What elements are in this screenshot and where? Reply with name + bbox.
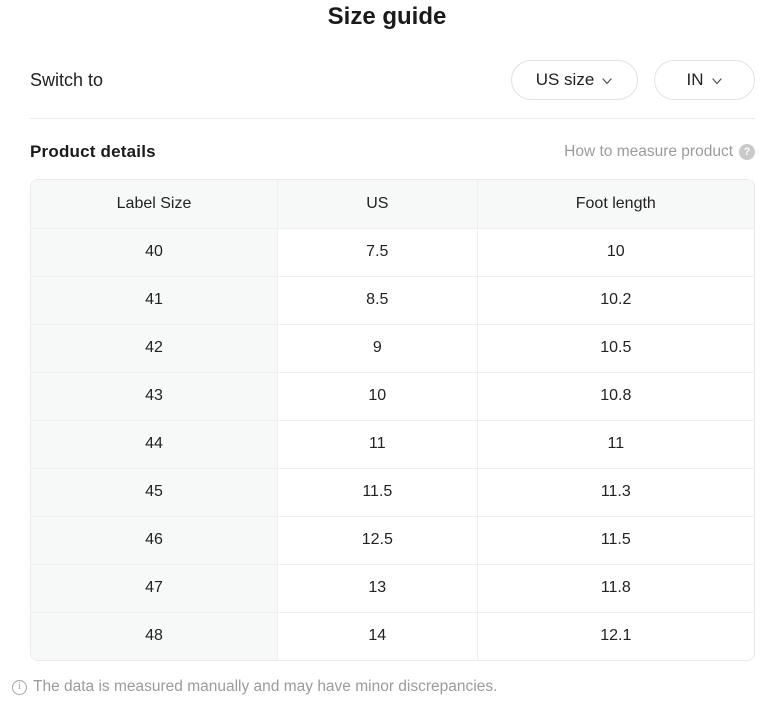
disclaimer-text: The data is measured manually and may ha… [33, 678, 498, 695]
info-circle-icon: i [12, 679, 27, 695]
label-size-cell: 44 [31, 420, 279, 469]
foot-length-cell: 11.3 [477, 468, 754, 517]
label-size-cell: 48 [31, 612, 279, 660]
label-size-cell: 42 [31, 324, 279, 373]
us-size-cell: 12.5 [277, 516, 478, 565]
us-size-cell: 10 [277, 372, 478, 421]
how-to-measure-link[interactable]: How to measure product ? [564, 143, 755, 161]
measure-select-label: IN [686, 70, 704, 89]
disclaimer-note: i The data is measured manually and may … [0, 678, 774, 696]
table-row: 45 11.5 11.3 [31, 468, 754, 517]
chevron-down-icon [711, 75, 723, 87]
label-size-cell: 40 [31, 228, 279, 277]
foot-length-cell: 10.5 [477, 324, 754, 373]
table-row: 48 14 12.1 [31, 612, 754, 660]
column-header-foot-length: Foot length [477, 180, 754, 229]
switch-row: Switch to US size IN [30, 60, 755, 100]
label-size-cell: 46 [31, 516, 279, 565]
section-divider [30, 118, 755, 119]
us-size-cell: 11.5 [277, 468, 478, 517]
switch-buttons: US size IN [511, 60, 755, 100]
label-size-cell: 43 [31, 372, 279, 421]
size-table: Label Size US Foot length 40 7.5 10 41 8… [30, 179, 755, 661]
measure-select-button[interactable]: IN [654, 60, 755, 100]
table-row: 41 8.5 10.2 [31, 276, 754, 325]
foot-length-cell: 12.1 [600, 627, 632, 645]
table-row: 42 9 10.5 [31, 324, 754, 373]
table-row: 46 12.5 11.5 [31, 516, 754, 565]
chevron-down-icon [601, 75, 613, 87]
table-row: 40 7.5 10 [31, 228, 754, 277]
label-size-cell: 41 [31, 276, 279, 325]
us-size-cell: 9 [277, 324, 478, 373]
label-size-cell: 45 [31, 468, 279, 517]
table-row: 47 13 11.8 [31, 564, 754, 613]
foot-length-cell: 11 [477, 420, 754, 469]
question-circle-icon: ? [739, 144, 755, 160]
table-header-row: Label Size US Foot length [31, 180, 754, 229]
how-to-measure-label: How to measure product [564, 143, 733, 160]
foot-length-cell: 11.5 [477, 516, 754, 565]
column-header-us: US [277, 180, 478, 229]
foot-length-cell: 11.8 [477, 564, 754, 613]
unit-select-button[interactable]: US size [511, 60, 638, 100]
column-header-label-size: Label Size [31, 180, 279, 229]
us-size-cell: 11 [277, 420, 478, 469]
foot-length-cell: 10.8 [477, 372, 754, 421]
us-size-cell: 13 [277, 564, 478, 613]
product-details-label: Product details [30, 142, 156, 161]
foot-length-cell: 10.2 [477, 276, 754, 325]
table-row: 44 11 11 [31, 420, 754, 469]
details-row: Product details How to measure product ? [30, 142, 755, 162]
us-size-cell: 8.5 [277, 276, 478, 325]
unit-select-label: US size [535, 70, 595, 89]
switch-to-label: Switch to [30, 69, 104, 90]
us-size-cell: 14 [277, 612, 478, 660]
foot-length-cell: 10 [477, 228, 754, 277]
table-row: 43 10 10.8 [31, 372, 754, 421]
page-title: Size guide [327, 3, 447, 30]
us-size-cell: 7.5 [277, 228, 478, 277]
label-size-cell: 47 [31, 564, 279, 613]
